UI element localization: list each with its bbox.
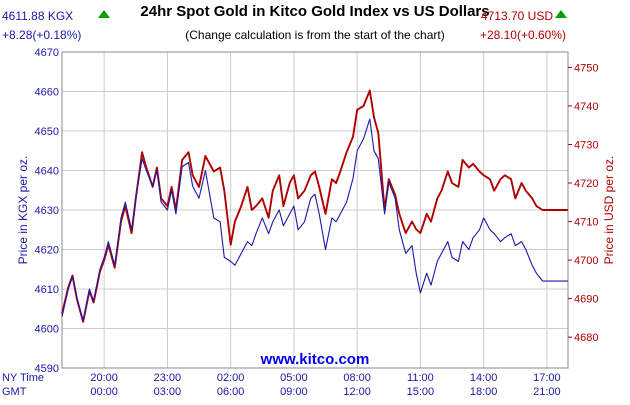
x-tick-ny-label: 11:00 (407, 372, 434, 384)
x-tick-ny-label: 17:00 (533, 372, 561, 384)
right-y-tick-label: 4720 (574, 178, 598, 190)
right-y-tick-label: 4740 (574, 101, 598, 113)
kgx-change-readout: +8.28(+0.18%) (2, 28, 81, 42)
left-y-tick-label: 4630 (35, 205, 59, 217)
x-tick-ny-label: 08:00 (343, 372, 371, 384)
right-y-tick-label: 4710 (574, 217, 598, 229)
chart-subtitle: (Change calculation is from the start of… (185, 28, 444, 42)
series-line-usd (61, 89, 568, 323)
x-tick-gmt-label: 06:00 (217, 386, 245, 398)
ny-time-row-label: NY Time (2, 372, 44, 384)
left-y-tick-label: 4600 (35, 324, 59, 336)
usd-price-readout: 4713.70 USD (481, 9, 553, 23)
x-tick-gmt-label: 09:00 (280, 386, 308, 398)
left-y-tick-label: 4670 (35, 47, 59, 59)
left-y-tick-label: 4660 (35, 87, 59, 99)
left-y-tick-label: 4640 (35, 166, 59, 178)
x-tick-gmt-label: 15:00 (407, 386, 435, 398)
usd-change-readout: +28.10(+0.60%) (480, 28, 566, 42)
left-y-axis-label: Price in KGX per oz. (16, 156, 30, 265)
gmt-row-label: GMT (2, 386, 27, 398)
x-tick-ny-label: 05:00 (280, 372, 308, 384)
left-y-axis-ticks: 4590 4600 4610 4620 4630 4640 4650 4660 4670 (35, 47, 59, 375)
right-y-axis-ticks: 4680 4690 4700 4710 4720 4730 4740 4750 (568, 62, 598, 344)
site-watermark: www.kitco.com (260, 351, 370, 368)
right-y-tick-label: 4700 (574, 255, 598, 267)
right-y-tick-label: 4750 (574, 62, 598, 74)
left-y-tick-label: 4590 (35, 363, 59, 375)
left-y-tick-label: 4650 (35, 126, 59, 138)
series-line-kgx (61, 118, 568, 322)
x-tick-gmt-label: 03:00 (154, 386, 182, 398)
kgx-up-arrow-icon (98, 10, 110, 18)
kgx-price-readout: 4611.88 KGX (2, 9, 73, 23)
right-y-tick-label: 4680 (574, 332, 598, 344)
x-tick-gmt-label: 18:00 (470, 386, 498, 398)
usd-up-arrow-icon (555, 10, 567, 18)
x-tick-ny-label: 23:00 (154, 372, 182, 384)
left-y-tick-label: 4620 (35, 245, 59, 257)
x-tick-ny-label: 02:00 (217, 372, 245, 384)
x-tick-gmt-label: 00:00 (90, 386, 118, 398)
series-layer (61, 89, 568, 323)
plot-grid (62, 52, 568, 368)
right-y-tick-label: 4730 (574, 139, 598, 151)
x-axis-ticks: 20:00 00:00 23:00 03:00 02:00 06:00 05:00 09:00… (90, 372, 560, 398)
x-tick-gmt-label: 12:00 (343, 386, 371, 398)
left-y-tick-label: 4610 (35, 284, 59, 296)
x-tick-ny-label: 14:00 (470, 372, 498, 384)
chart-title: 24hr Spot Gold in Kitco Gold Index vs US… (140, 3, 489, 20)
right-y-axis-label: Price in USD per oz. (602, 156, 616, 265)
right-y-tick-label: 4690 (574, 294, 598, 306)
x-tick-ny-label: 20:00 (90, 372, 118, 384)
x-tick-gmt-label: 21:00 (533, 386, 561, 398)
